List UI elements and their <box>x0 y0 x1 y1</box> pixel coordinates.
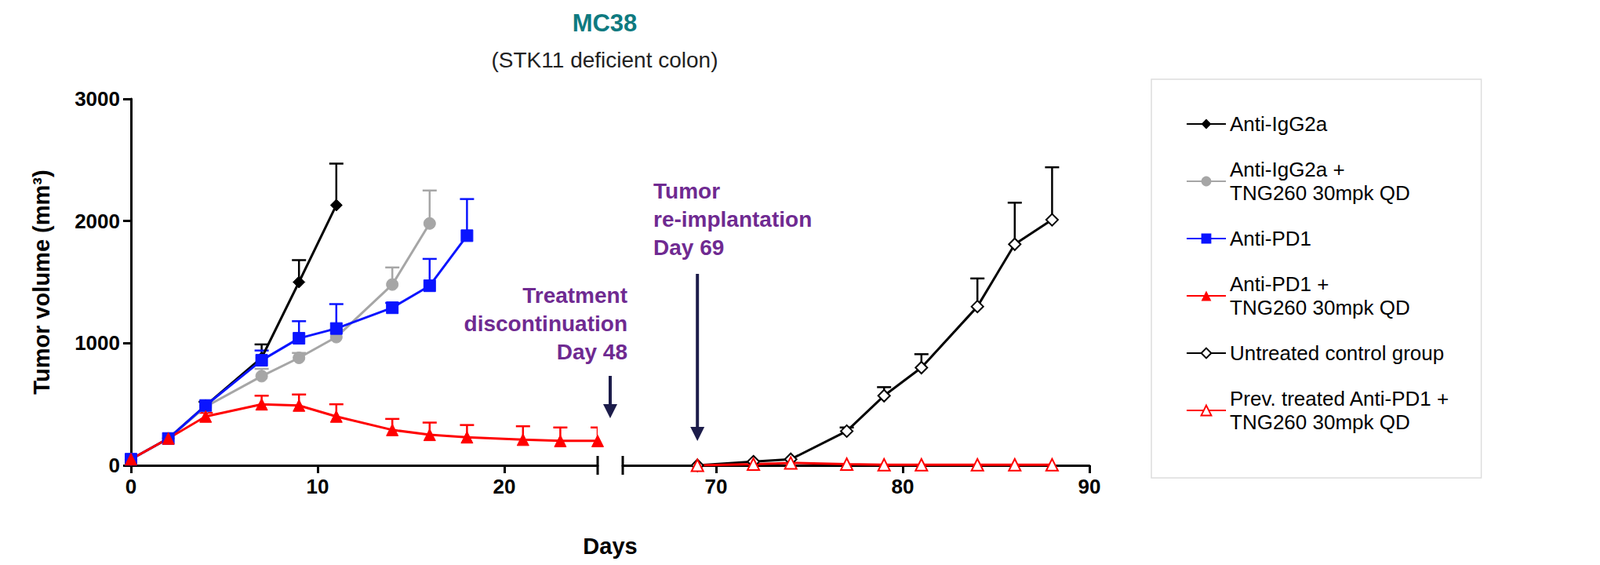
svg-text:Anti-IgG2a +: Anti-IgG2a + <box>1229 157 1346 182</box>
svg-text:MC38: MC38 <box>572 9 638 37</box>
svg-text:Tumor: Tumor <box>653 178 720 204</box>
svg-text:discontinuation: discontinuation <box>464 311 628 336</box>
svg-text:2000: 2000 <box>74 209 120 233</box>
svg-text:TNG260 30mpk QD: TNG260 30mpk QD <box>1229 295 1411 320</box>
svg-text:Anti-PD1 +: Anti-PD1 + <box>1229 272 1329 296</box>
svg-text:re-implantation: re-implantation <box>653 207 812 232</box>
svg-text:1000: 1000 <box>74 330 120 355</box>
svg-text:20: 20 <box>493 474 517 499</box>
svg-text:Tumor volume (mm³): Tumor volume (mm³) <box>29 169 55 394</box>
svg-text:(STK11 deficient colon): (STK11 deficient colon) <box>491 47 719 73</box>
svg-text:70: 70 <box>705 474 728 499</box>
svg-text:Day 69: Day 69 <box>653 235 724 260</box>
svg-text:0: 0 <box>109 453 120 477</box>
svg-text:TNG260 30mpk QD: TNG260 30mpk QD <box>1229 410 1411 434</box>
svg-text:Anti-IgG2a: Anti-IgG2a <box>1229 112 1328 136</box>
svg-text:Treatment: Treatment <box>522 283 628 308</box>
svg-text:Untreated control group: Untreated control group <box>1229 341 1444 365</box>
svg-text:Day 48: Day 48 <box>556 339 628 364</box>
svg-text:3000: 3000 <box>74 87 120 111</box>
svg-text:80: 80 <box>891 474 915 499</box>
svg-text:0: 0 <box>125 474 137 499</box>
svg-text:Anti-PD1: Anti-PD1 <box>1229 226 1312 251</box>
svg-text:TNG260 30mpk QD: TNG260 30mpk QD <box>1229 181 1411 205</box>
svg-text:90: 90 <box>1078 474 1102 499</box>
svg-text:Prev. treated Anti-PD1 +: Prev. treated Anti-PD1 + <box>1229 386 1449 411</box>
svg-text:Days: Days <box>582 533 637 559</box>
svg-text:10: 10 <box>306 474 330 499</box>
